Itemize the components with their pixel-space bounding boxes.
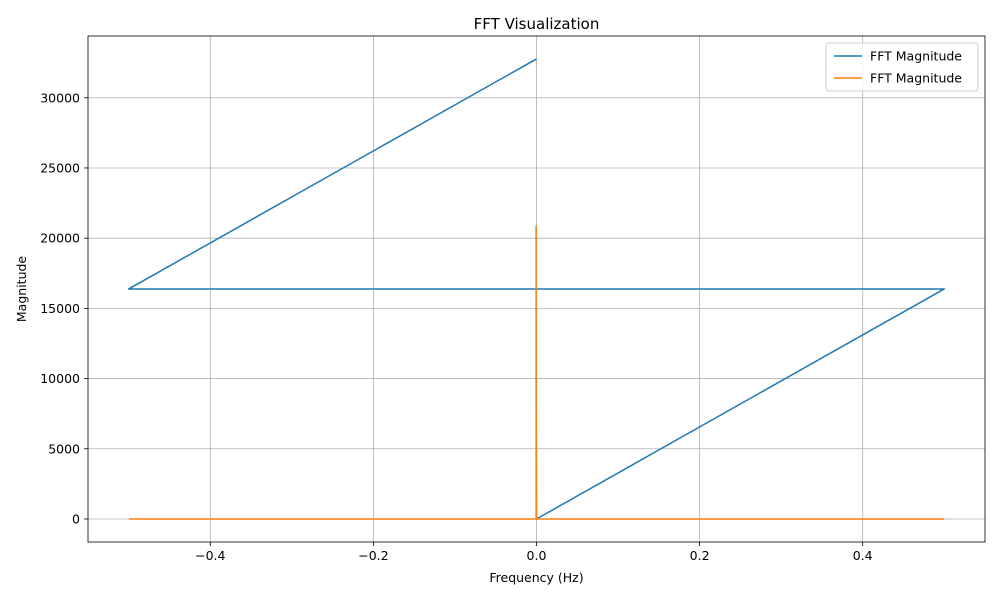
y-tick-label: 20000 — [40, 231, 80, 246]
x-tick-label: 0.4 — [853, 548, 873, 563]
y-tick-label: 15000 — [40, 301, 80, 316]
y-axis-ticks: 0 5000 10000 15000 20000 25000 30000 — [40, 90, 88, 526]
y-axis-label: Magnitude — [14, 256, 29, 323]
x-axis-label: Frequency (Hz) — [489, 570, 583, 585]
chart-title: FFT Visualization — [474, 15, 600, 33]
x-tick-label: 0.0 — [527, 548, 547, 563]
series-lines — [128, 58, 945, 520]
legend-label: FFT Magnitude — [870, 49, 962, 64]
y-tick-label: 30000 — [40, 90, 80, 105]
legend-box — [825, 42, 979, 92]
y-tick-label: 10000 — [40, 371, 80, 386]
x-tick-label: −0.4 — [195, 548, 225, 563]
x-tick-label: 0.2 — [690, 548, 710, 563]
y-tick-label: 5000 — [48, 441, 80, 456]
series-line-1 — [128, 225, 945, 520]
x-axis-ticks: −0.4 −0.2 0.0 0.2 0.4 — [195, 542, 873, 563]
x-tick-label: −0.2 — [358, 548, 388, 563]
legend: FFT Magnitude FFT Magnitude — [825, 42, 979, 92]
y-tick-label: 25000 — [40, 160, 80, 175]
legend-label: FFT Magnitude — [870, 71, 962, 86]
y-tick-label: 0 — [72, 511, 80, 526]
